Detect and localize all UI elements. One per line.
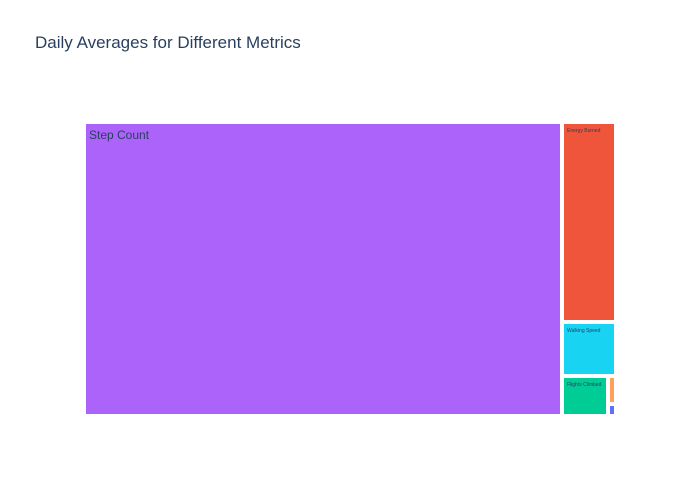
tile-flights-climbed[interactable]: [564, 378, 606, 414]
tile-step-count[interactable]: [86, 124, 560, 414]
chart-title: Daily Averages for Different Metrics: [35, 33, 301, 52]
tile-walking-speed[interactable]: [564, 324, 614, 374]
tile-5[interactable]: [610, 406, 614, 414]
tile-4[interactable]: [610, 378, 614, 402]
tile-walking-speed-label: Walking Speed: [567, 328, 601, 334]
tile-step-count-label: Step Count: [89, 128, 150, 142]
tile-flights-climbed-label: Flights Climbed: [567, 382, 602, 388]
treemap-tiles: Step Count Energy Burned Walking Speed Flig…: [86, 124, 614, 414]
tile-energy-burned[interactable]: [564, 124, 614, 320]
tile-energy-burned-label: Energy Burned: [567, 128, 601, 134]
